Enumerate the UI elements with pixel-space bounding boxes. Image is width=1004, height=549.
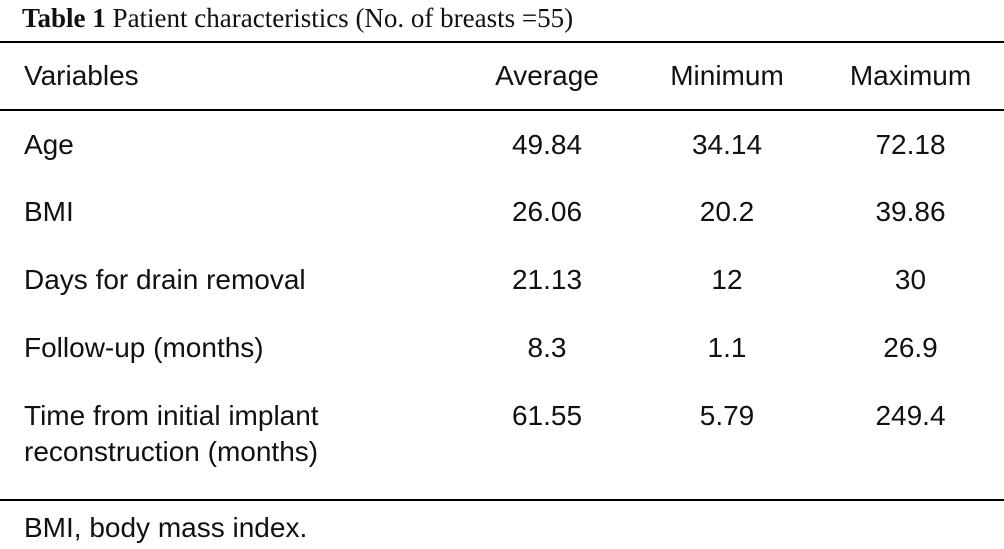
table-row: Time from initial implant reconstruction… bbox=[0, 381, 1004, 470]
cell-maximum: 72.18 bbox=[875, 129, 946, 160]
header-minimum: Minimum bbox=[670, 60, 784, 91]
cell-variable: Follow-up (months) bbox=[24, 332, 264, 363]
table-number: Table 1 bbox=[22, 3, 106, 33]
cell-variable: BMI bbox=[24, 196, 74, 227]
cell-minimum: 20.2 bbox=[699, 196, 755, 227]
cell-variable: Age bbox=[24, 129, 74, 160]
cell-variable-line: reconstruction (months) bbox=[24, 436, 319, 467]
cell-average: 8.3 bbox=[527, 332, 567, 363]
header-maximum: Maximum bbox=[849, 60, 972, 91]
cell-average: 21.13 bbox=[511, 264, 583, 295]
cell-average: 49.84 bbox=[511, 129, 583, 160]
header-rule bbox=[0, 109, 1004, 111]
table-row: BMI 26.06 20.2 39.86 bbox=[0, 177, 1004, 245]
header-variables: Variables bbox=[24, 60, 139, 91]
cell-maximum: 26.9 bbox=[883, 332, 938, 363]
header-average: Average bbox=[495, 60, 599, 91]
cell-average: 61.55 bbox=[511, 400, 583, 431]
top-rule bbox=[0, 41, 1004, 43]
cell-minimum: 1.1 bbox=[707, 332, 747, 363]
cell-variable: Days for drain removal bbox=[24, 264, 306, 295]
cell-minimum: 34.14 bbox=[691, 129, 763, 160]
table-footnote: BMI, body mass index. bbox=[24, 512, 308, 543]
table-row: Age 49.84 34.14 72.18 bbox=[0, 109, 1004, 177]
cell-maximum: 30 bbox=[894, 264, 927, 295]
cell-variable-line: Time from initial implant bbox=[24, 400, 319, 431]
cell-maximum: 249.4 bbox=[875, 400, 946, 431]
patient-characteristics-table: Variables Average Minimum Maximum Age 49… bbox=[0, 43, 1004, 470]
bottom-rule bbox=[0, 499, 1004, 501]
cell-minimum: 12 bbox=[711, 264, 743, 295]
table-row: Days for drain removal 21.13 12 30 bbox=[0, 245, 1004, 313]
cell-maximum: 39.86 bbox=[875, 196, 946, 227]
table-row: Follow-up (months) 8.3 1.1 26.9 bbox=[0, 313, 1004, 381]
cell-average: 26.06 bbox=[511, 196, 583, 227]
table-title: Table 1 Patient characteristics (No. of … bbox=[22, 0, 573, 40]
header-row: Variables Average Minimum Maximum bbox=[0, 43, 1004, 109]
cell-minimum: 5.79 bbox=[699, 400, 755, 431]
table-caption: Patient characteristics (No. of breasts … bbox=[112, 3, 574, 33]
cell-variable: Time from initial implant reconstruction… bbox=[0, 381, 457, 470]
